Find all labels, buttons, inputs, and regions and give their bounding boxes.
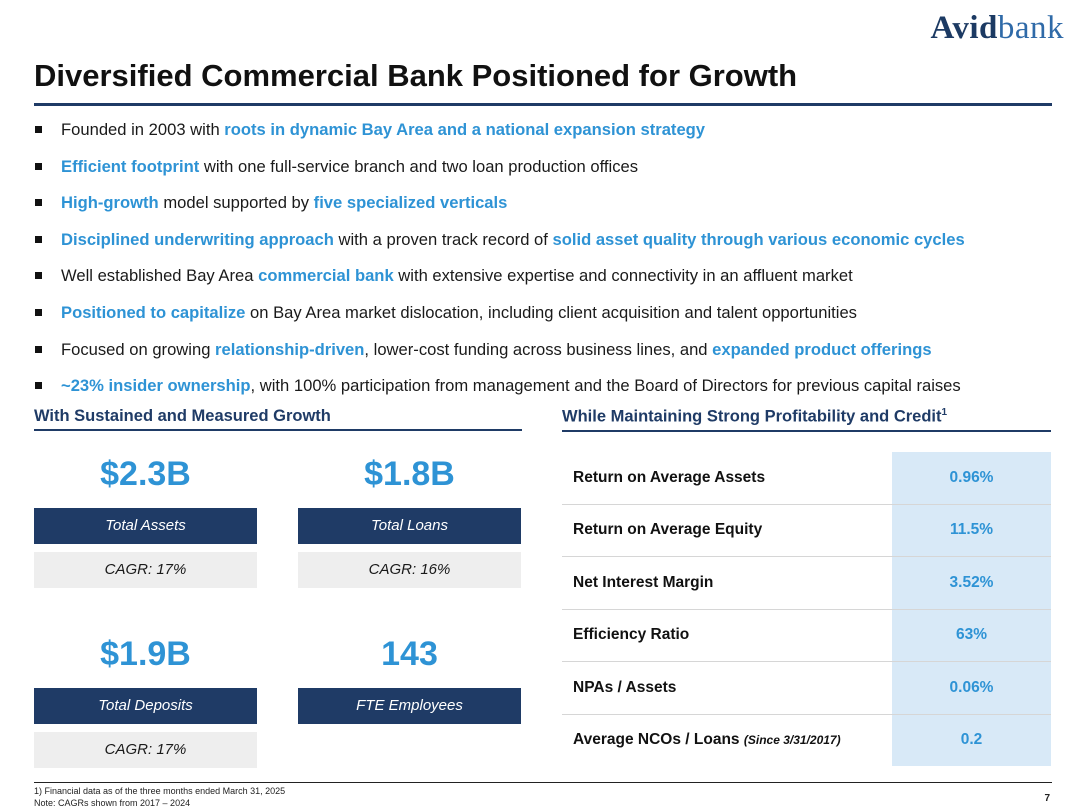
- table-row: Net Interest Margin 3.52%: [562, 556, 1051, 610]
- metric-label: Return on Average Equity: [562, 504, 892, 557]
- metric-label: Return on Average Assets: [562, 452, 892, 505]
- page-title: Diversified Commercial Bank Positioned f…: [34, 58, 798, 93]
- bullet-highlight: expanded product offerings: [712, 339, 932, 359]
- bullet-highlight: Efficient footprint: [61, 156, 200, 176]
- bullet-text: with extensive expertise and connectivit…: [393, 266, 853, 286]
- table-row: Average NCOs / Loans (Since 3/31/2017) 0…: [562, 714, 1051, 766]
- profitability-metrics-table: Return on Average Assets 0.96% Return on…: [562, 452, 1051, 766]
- table-row: Efficiency Ratio 63%: [562, 609, 1051, 662]
- bullet-item: ~23% insider ownership, with 100% partic…: [34, 374, 1074, 411]
- bullet-item: Founded in 2003 with roots in dynamic Ba…: [34, 118, 1074, 155]
- stat-cagr: CAGR: 17%: [34, 552, 257, 588]
- stat-label: FTE Employees: [298, 688, 521, 724]
- footer-divider: [34, 782, 1052, 783]
- metric-label: NPAs / Assets: [562, 661, 892, 715]
- stat-total-deposits: $1.9B Total Deposits CAGR: 17%: [34, 632, 257, 768]
- stat-value: $1.9B: [100, 635, 191, 673]
- metric-value: 3.52%: [892, 556, 1051, 610]
- profitability-section-heading: While Maintaining Strong Profitability a…: [562, 407, 1051, 432]
- title-divider: [34, 103, 1052, 106]
- stat-label: Total Assets: [34, 508, 257, 544]
- stat-cagr: CAGR: 17%: [34, 732, 257, 768]
- metric-value: 0.2: [892, 714, 1051, 766]
- bullet-text: with a proven track record of: [333, 229, 553, 249]
- bullet-text: with one full-service branch and two loa…: [199, 156, 639, 176]
- bullet-highlight: High-growth: [61, 193, 159, 213]
- metric-value: 0.06%: [892, 661, 1051, 715]
- bullet-text: on Bay Area market dislocation, includin…: [245, 302, 857, 322]
- stat-label: Total Deposits: [34, 688, 257, 724]
- bullet-highlight: relationship-driven: [215, 339, 365, 359]
- metric-label: Efficiency Ratio: [562, 609, 892, 662]
- stat-value: $1.8B: [364, 455, 455, 493]
- bullet-highlight: five specialized verticals: [313, 193, 508, 213]
- avidbank-logo: Avidbank: [930, 10, 1064, 46]
- metric-value: 11.5%: [892, 504, 1051, 557]
- page-number: 7: [1044, 793, 1050, 804]
- stat-total-assets: $2.3B Total Assets CAGR: 17%: [34, 452, 257, 588]
- table-row: NPAs / Assets 0.06%: [562, 661, 1051, 715]
- table-row: Return on Average Assets 0.96%: [562, 452, 1051, 505]
- highlights-list: Founded in 2003 with roots in dynamic Ba…: [34, 118, 1074, 411]
- footnote-1: 1) Financial data as of the three months…: [34, 786, 286, 796]
- bullet-text: Well established Bay Area: [61, 266, 259, 286]
- stat-value: $2.3B: [100, 455, 191, 493]
- bullet-item: Focused on growing relationship-driven, …: [34, 338, 1074, 375]
- metric-label: Net Interest Margin: [562, 556, 892, 610]
- bullet-highlight: Disciplined underwriting approach: [61, 229, 334, 249]
- bullet-text: Founded in 2003 with: [61, 120, 225, 139]
- bullet-item: High-growth model supported by five spec…: [34, 191, 1074, 228]
- metric-value: 0.96%: [892, 452, 1051, 505]
- bullet-item: Disciplined underwriting approach with a…: [34, 228, 1074, 265]
- metric-label: Average NCOs / Loans (Since 3/31/2017): [573, 731, 841, 749]
- bullet-highlight: commercial bank: [258, 266, 394, 286]
- stat-fte-employees: 143 FTE Employees: [298, 632, 521, 724]
- growth-section-heading: With Sustained and Measured Growth: [34, 407, 522, 431]
- bullet-highlight: roots in dynamic Bay Area and a national…: [224, 120, 706, 139]
- metric-label-note: (Since 3/31/2017): [743, 733, 841, 748]
- bullet-text: Focused on growing: [61, 339, 216, 359]
- stat-value: 143: [381, 635, 438, 673]
- stat-label: Total Loans: [298, 508, 521, 544]
- bullet-text: , with 100% participation from managemen…: [250, 376, 961, 396]
- stat-cagr: CAGR: 16%: [298, 552, 521, 588]
- stat-total-loans: $1.8B Total Loans CAGR: 16%: [298, 452, 521, 588]
- bullet-item: Efficient footprint with one full-servic…: [34, 155, 1074, 192]
- bullet-text: model supported by: [158, 193, 314, 213]
- bullet-text: , lower-cost funding across business lin…: [364, 339, 713, 359]
- bullet-highlight: solid asset quality through various econ…: [552, 229, 965, 249]
- bullet-item: Well established Bay Area commercial ban…: [34, 264, 1074, 301]
- bullet-highlight: Positioned to capitalize: [61, 302, 246, 322]
- table-row: Return on Average Equity 11.5%: [562, 504, 1051, 557]
- footnote-note: Note: CAGRs shown from 2017 – 2024: [34, 798, 191, 808]
- metric-value: 63%: [892, 609, 1051, 662]
- bullet-highlight: ~23% insider ownership: [61, 376, 251, 396]
- bullet-item: Positioned to capitalize on Bay Area mar…: [34, 301, 1074, 338]
